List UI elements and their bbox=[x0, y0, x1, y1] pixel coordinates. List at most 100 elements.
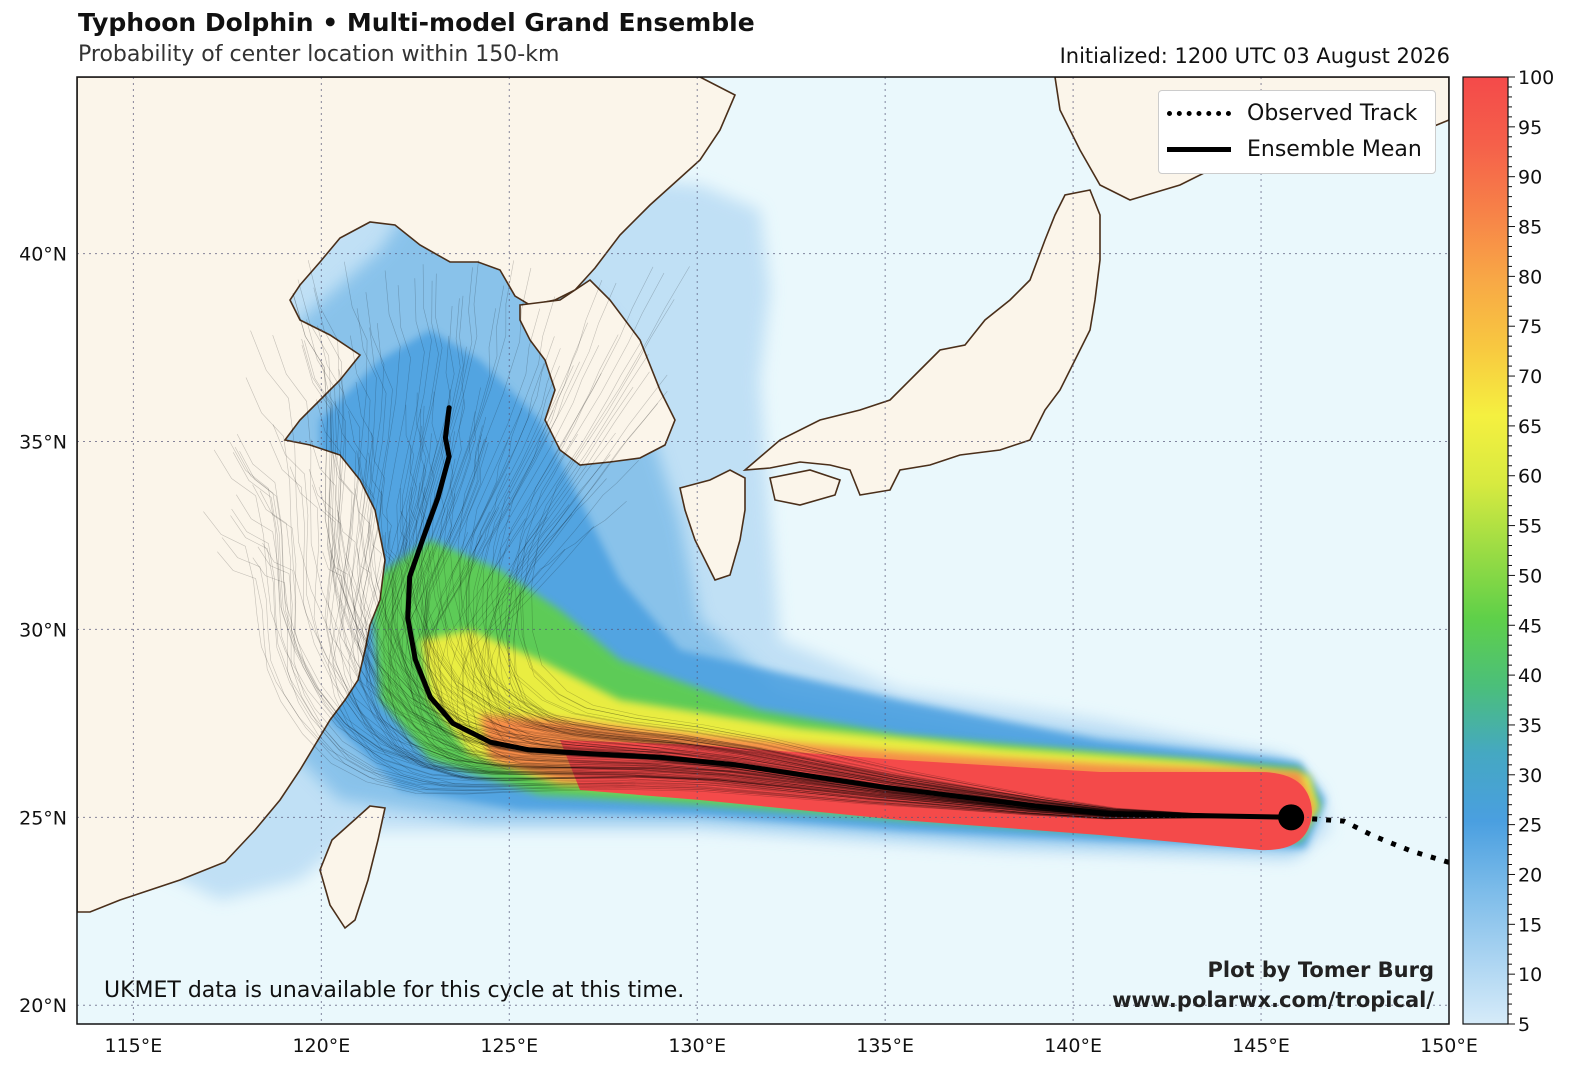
ensemble-member-line bbox=[362, 432, 1292, 818]
ensemble-member-line bbox=[221, 537, 1292, 820]
land-taiwan bbox=[319, 805, 386, 930]
ensemble-member-line bbox=[292, 293, 1292, 818]
ensemble-member-line bbox=[318, 486, 1292, 818]
ensemble-member-line bbox=[375, 510, 1292, 818]
ensemble-member-line bbox=[348, 548, 1292, 818]
ensemble-member-line bbox=[312, 484, 1292, 818]
ensemble-member-line bbox=[360, 452, 1292, 818]
credit-url: www.polarwx.com/tropical/ bbox=[1112, 988, 1434, 1012]
ensemble-member-line bbox=[491, 279, 1292, 818]
ensemble-member-line bbox=[338, 369, 1292, 818]
ensemble-member-line bbox=[376, 542, 1292, 818]
colorbar-tick-label: 15 bbox=[1518, 914, 1542, 936]
ensemble-member-line bbox=[269, 440, 1292, 818]
ensemble-member-line bbox=[317, 325, 1292, 818]
ensemble-member-line bbox=[272, 335, 1292, 818]
ensemble-member-line bbox=[387, 482, 1292, 818]
ensemble-member-line bbox=[468, 296, 1292, 818]
colorbar-tick-label: 30 bbox=[1518, 765, 1542, 787]
lon-tick-label: 140°E bbox=[1044, 1035, 1102, 1057]
ensemble-member-line bbox=[354, 457, 1292, 818]
colorbar-tick-label: 85 bbox=[1518, 217, 1542, 239]
ensemble-member-line bbox=[289, 466, 1292, 818]
ensemble-member-line bbox=[364, 535, 1292, 818]
land-honshu bbox=[742, 189, 1101, 496]
ensemble-member-line bbox=[329, 549, 1292, 818]
mean-swatch bbox=[1167, 146, 1231, 152]
colorbar-tick-label: 95 bbox=[1518, 117, 1542, 139]
lat-tick-label: 40°N bbox=[19, 244, 67, 266]
lon-tick-label: 150°E bbox=[1420, 1035, 1478, 1057]
ensemble-member-line bbox=[331, 449, 1292, 818]
colorbar-tick-label: 55 bbox=[1518, 516, 1542, 538]
ensemble-member-line bbox=[483, 454, 1292, 818]
ensemble-member-line bbox=[308, 468, 1292, 818]
ukmet-note: UKMET data is unavailable for this cycle… bbox=[104, 978, 685, 1003]
ensemble-member-line bbox=[376, 488, 1292, 818]
ensemble-member-line bbox=[355, 381, 1292, 818]
ensemble-member-line bbox=[213, 449, 1292, 820]
ensemble-member-line bbox=[230, 515, 1292, 819]
ensemble-member-line bbox=[409, 273, 1292, 818]
initialized-time: Initialized: 1200 UTC 03 August 2026 bbox=[1059, 44, 1450, 68]
colorbar-tick-label: 20 bbox=[1518, 864, 1542, 886]
map-frame bbox=[76, 76, 1450, 1025]
ensemble-member-line bbox=[316, 399, 1292, 818]
ensemble-member-line bbox=[494, 334, 1292, 818]
land-shikoku bbox=[769, 469, 842, 506]
colorbar-ticks: 5 10 15 20 25 30 35 40 45 50 55 60 65 70 75 80 85 90 95 100 bbox=[1508, 67, 1554, 1036]
lon-tick-label: 130°E bbox=[668, 1035, 726, 1057]
ensemble-member-line bbox=[348, 411, 1292, 818]
legend-observed-label: Observed Track bbox=[1247, 100, 1418, 126]
ensemble-member-line bbox=[304, 340, 1292, 818]
ensemble-member-line bbox=[297, 279, 1292, 818]
ensemble-member-line bbox=[245, 377, 1292, 819]
ensemble-member-line bbox=[337, 510, 1292, 818]
ensemble-member-line bbox=[482, 322, 1292, 818]
ensemble-member-line bbox=[459, 308, 1292, 818]
colorbar-tick-label: 40 bbox=[1518, 665, 1542, 687]
ensemble-mean-track bbox=[405, 405, 1294, 820]
ensemble-member-line bbox=[487, 500, 1292, 818]
ensemble-member-line bbox=[322, 551, 1292, 818]
ensemble-member-line bbox=[334, 401, 1292, 818]
ensemble-member-line bbox=[497, 282, 1292, 818]
ensemble-member-line bbox=[419, 298, 1292, 818]
ensemble-member-line bbox=[514, 266, 1292, 818]
ensemble-member-line bbox=[467, 348, 1292, 818]
ensemble-member-line bbox=[239, 450, 1292, 819]
ensemble-member-line bbox=[519, 272, 1292, 818]
colorbar bbox=[1462, 76, 1509, 1025]
ensemble-member-line bbox=[350, 488, 1292, 818]
ensemble-member-line bbox=[470, 433, 1292, 818]
ensemble-member-line bbox=[437, 308, 1292, 818]
ensemble-member-line bbox=[353, 450, 1292, 818]
ensemble-member-line bbox=[368, 530, 1292, 818]
ensemble-member-line bbox=[457, 267, 1292, 818]
ensemble-member-line bbox=[229, 440, 1292, 819]
lat-tick-label: 30°N bbox=[19, 619, 67, 641]
ensemble-member-line bbox=[442, 285, 1292, 818]
ensemble-member-line bbox=[257, 546, 1292, 819]
axis-tick-labels: 115°E 120°E 125°E 130°E 135°E 140°E 145°E 150°E… bbox=[19, 244, 1478, 1057]
ensemble-member-line bbox=[471, 526, 1292, 818]
ensemble-member-line bbox=[292, 293, 1292, 818]
colorbar-tick-label: 80 bbox=[1518, 266, 1542, 288]
ensemble-member-line bbox=[334, 451, 1292, 818]
ensemble-member-line bbox=[507, 403, 1292, 818]
ensemble-member-line bbox=[232, 452, 1292, 819]
ensemble-member-line bbox=[460, 409, 1292, 818]
lat-tick-label: 35°N bbox=[19, 432, 67, 454]
ensemble-member-line bbox=[484, 373, 1292, 818]
legend-observed: Observed Track bbox=[1167, 98, 1417, 128]
colorbar-tick-label: 70 bbox=[1518, 366, 1542, 388]
ensemble-member-line bbox=[250, 330, 1292, 819]
ensemble-member-line bbox=[458, 363, 1292, 818]
ensemble-member-line bbox=[506, 371, 1292, 818]
ensemble-member-line bbox=[365, 532, 1292, 818]
lon-tick-label: 125°E bbox=[480, 1035, 538, 1057]
lon-tick-label: 145°E bbox=[1232, 1035, 1290, 1057]
ensemble-member-line bbox=[383, 487, 1292, 818]
ensemble-member-line bbox=[504, 340, 1292, 818]
